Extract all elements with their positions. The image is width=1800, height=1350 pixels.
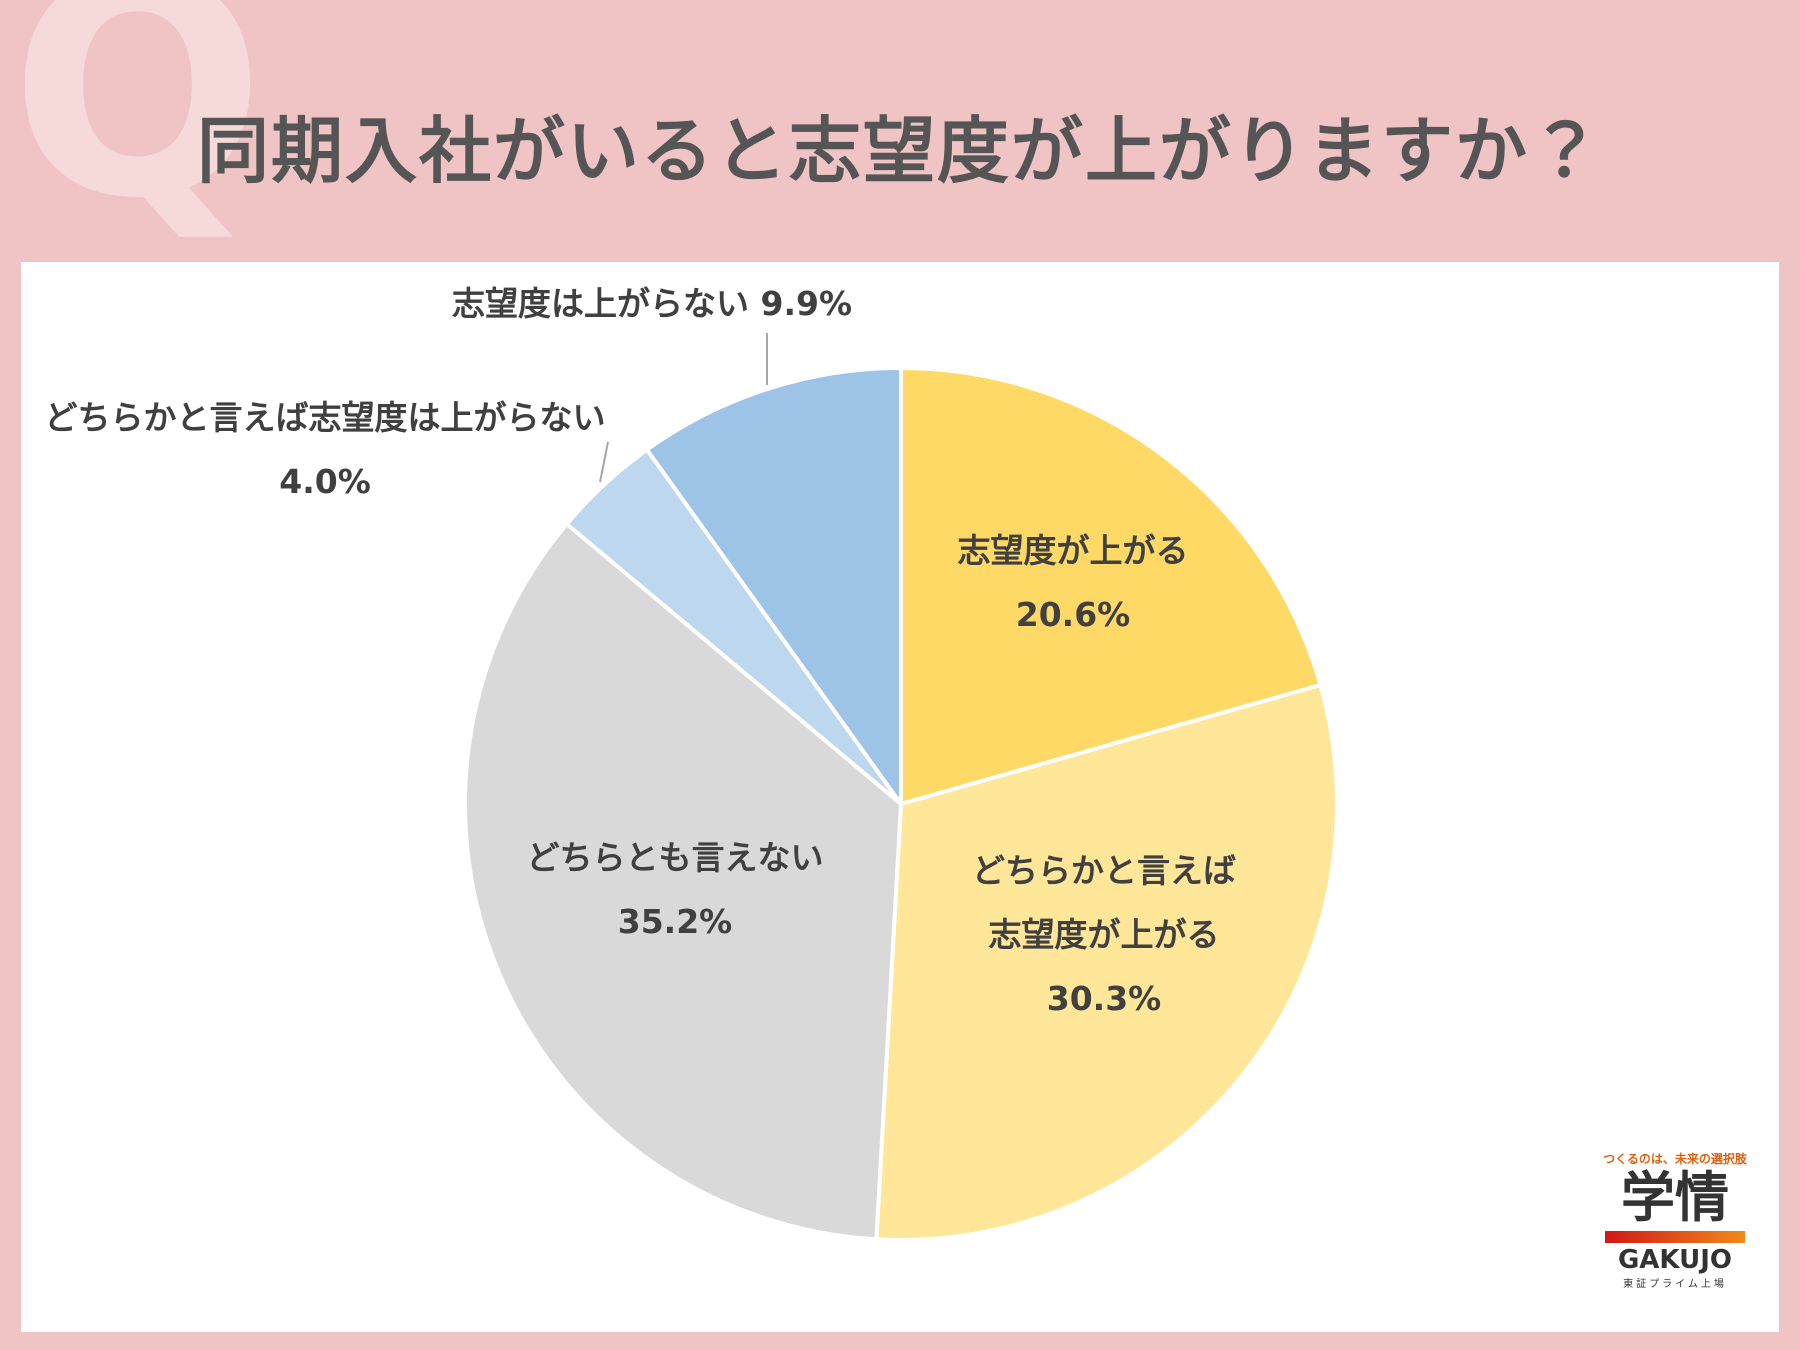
slice-label: どちらかと言えば志望度は上がらない 4.0% [0,386,675,514]
slice-label: 志望度が上がる 20.6% [923,519,1223,647]
value-label: 20.6% [1015,595,1131,634]
watermark: Q [10,0,266,264]
logo: つくるのは、未来の選択肢 学情 GAKUJO 東証プライム上場 [1585,1150,1765,1290]
pie-slice [899,365,1323,807]
category-label: どちらかと言えば志望度は上がらない [44,398,606,437]
pie-slice [463,521,904,1242]
logo-name: 学情 [1621,1166,1729,1229]
value-label: 30.3% [1046,979,1162,1018]
leader-line [599,441,609,483]
value-label: 35.2% [617,902,733,941]
category-label: 志望度が上がる [957,531,1189,570]
logo-bar [1605,1231,1745,1243]
chart-title: 同期入社がいると志望度が上がりますか？ [196,109,1603,193]
pie-slice [644,365,903,811]
value-label: 9.9% [760,284,853,323]
category-label: どちらかと言えば志望度が上がる [972,851,1236,954]
slice-label: 志望度は上がらない 9.9% [352,272,952,336]
slice-label: どちらとも言えない 35.2% [505,826,845,954]
category-label: どちらとも言えない [526,838,824,877]
logo-listing: 東証プライム上場 [1623,1279,1727,1290]
logo-tagline: つくるのは、未来の選択肢 [1603,1152,1747,1166]
pie-slice [874,682,1339,1242]
value-label: 4.0% [279,462,371,501]
logo-romaji: GAKUJO [1617,1245,1733,1275]
slice-label: どちらかと言えば志望度が上がる 30.3% [964,839,1244,1031]
category-label: 志望度は上がらない [451,284,749,323]
